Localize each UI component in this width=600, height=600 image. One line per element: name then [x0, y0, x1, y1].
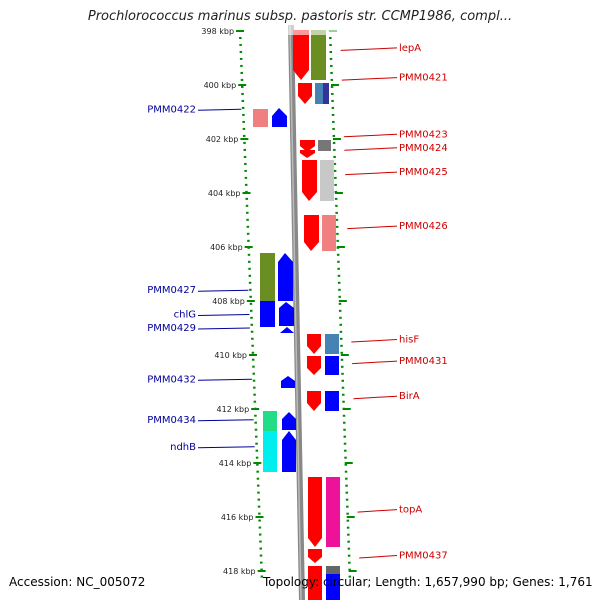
gene-arrow-forward[interactable] — [307, 356, 321, 375]
scale-tick-label: 402 kbp — [206, 135, 239, 144]
gene-label-leader — [347, 225, 398, 230]
gene-label-forward[interactable]: PMM0424 — [399, 143, 448, 154]
scale-tick-label: 400 kbp — [204, 81, 237, 90]
scale-ticks: 398 kbp 400 kbp 402 kbp 404 kbp 406 kbp 408 k… — [201, 27, 357, 576]
gene-label-leader — [357, 509, 398, 513]
gene-label-forward[interactable]: PMM0421 — [399, 73, 448, 84]
gene-label-leader — [197, 446, 255, 449]
gene-arrow-forward[interactable] — [293, 30, 309, 80]
forward-track-line — [328, 29, 352, 581]
gene-cog-block[interactable] — [326, 477, 340, 547]
gene-cog-block[interactable] — [325, 334, 339, 354]
gene-cog-block[interactable] — [308, 566, 322, 600]
scale-tick-label: 416 kbp — [221, 513, 254, 522]
gene-label-reverse[interactable]: PMM0422 — [147, 104, 196, 115]
gene-label-leader — [340, 47, 398, 51]
gene-label-forward[interactable]: BirA — [399, 391, 420, 402]
gene-cog-block[interactable] — [263, 411, 277, 431]
gene-arrow-forward[interactable] — [307, 334, 321, 354]
gene-label-leader — [352, 360, 398, 365]
gene-label-leader — [351, 339, 398, 343]
reverse-gene-labels: PMM0422 PMM0427 chlG PMM0429 PMM0432 PMM0434 n… — [147, 104, 255, 453]
top-fade — [283, 24, 338, 35]
gene-cog-block[interactable] — [325, 356, 339, 375]
gene-label-forward[interactable]: PMM0437 — [399, 551, 448, 562]
gene-label-reverse[interactable]: PMM0432 — [147, 374, 196, 385]
scale-tick-label: 410 kbp — [214, 351, 247, 360]
reverse-track-line — [238, 29, 264, 581]
gene-cog-block[interactable] — [326, 566, 340, 574]
gene-label-leader — [344, 147, 398, 151]
gene-cog-block[interactable] — [322, 215, 336, 251]
gene-label-forward[interactable]: lepA — [399, 43, 421, 54]
gene-arrow-forward[interactable] — [308, 477, 322, 547]
map-title: Prochlorococcus marinus subsp. pastoris … — [87, 9, 513, 24]
scale-tick-label: 404 kbp — [208, 189, 241, 198]
gene-label-forward[interactable]: PMM0425 — [399, 167, 448, 178]
gene-label-forward[interactable]: PMM0431 — [399, 356, 448, 367]
topology-label: Topology: circular; Length: 1,657,990 bp… — [263, 575, 593, 589]
gene-label-leader — [197, 378, 252, 381]
gene-label-leader — [197, 108, 242, 111]
gene-label-leader — [345, 171, 398, 176]
gene-arrow-forward[interactable] — [308, 549, 322, 563]
gene-label-leader — [197, 289, 249, 292]
gene-label-reverse[interactable]: ndhB — [170, 442, 196, 453]
gene-cog-block[interactable] — [260, 253, 275, 301]
gene-arrow-forward[interactable] — [300, 150, 315, 158]
chromosome-backbone — [288, 24, 305, 600]
gene-label-forward[interactable]: PMM0426 — [399, 221, 448, 232]
gene-label-reverse[interactable]: PMM0429 — [147, 323, 196, 334]
chromosome-backbone-highlight — [289, 24, 302, 600]
gene-arrow-reverse[interactable] — [278, 253, 293, 301]
gene-arrow-reverse[interactable] — [282, 431, 296, 472]
gene-arrow-reverse[interactable] — [282, 412, 296, 430]
gene-arrow-reverse[interactable] — [281, 376, 295, 388]
gene-label-leader — [197, 327, 250, 330]
gene-cog-block[interactable] — [260, 301, 275, 327]
gene-label-forward[interactable]: hisF — [399, 335, 419, 346]
gene-label-reverse[interactable]: chlG — [174, 310, 196, 321]
gene-cog-block[interactable] — [326, 574, 340, 600]
gene-label-leader — [341, 77, 398, 81]
gene-arrow-forward[interactable] — [298, 83, 312, 104]
forward-gene-labels: lepA PMM0421 PMM0423 PMM0424 PMM0425 PMM0426 h… — [340, 43, 448, 562]
gene-cog-block[interactable] — [318, 140, 331, 151]
gene-arrow-reverse[interactable] — [280, 327, 294, 333]
scale-tick-label: 414 kbp — [219, 459, 252, 468]
scale-tick-label: 412 kbp — [217, 405, 250, 414]
gene-label-reverse[interactable]: PMM0427 — [147, 285, 196, 296]
gene-arrow-forward[interactable] — [300, 140, 315, 152]
gene-cog-block[interactable] — [311, 30, 326, 80]
gene-label-reverse[interactable]: PMM0434 — [147, 415, 196, 426]
gene-cog-block[interactable] — [323, 83, 329, 104]
gene-label-forward[interactable]: PMM0423 — [399, 129, 448, 140]
gene-arrow-reverse[interactable] — [279, 302, 294, 326]
gene-label-leader — [353, 395, 398, 400]
gene-arrow-forward[interactable] — [302, 160, 317, 201]
gene-cog-block[interactable] — [320, 160, 334, 201]
scale-tick-label: 406 kbp — [210, 243, 243, 252]
gene-label-leader — [343, 133, 398, 138]
reverse-genes — [253, 108, 296, 472]
gene-label-leader — [359, 555, 398, 559]
gene-arrow-forward[interactable] — [307, 391, 321, 411]
gene-label-leader — [197, 419, 254, 422]
gene-cog-block[interactable] — [253, 109, 268, 127]
gene-cog-block[interactable] — [325, 391, 339, 411]
gene-cog-block[interactable] — [315, 83, 324, 104]
gene-label-forward[interactable]: topA — [399, 505, 422, 516]
forward-genes — [293, 30, 340, 600]
scale-tick-label: 408 kbp — [212, 297, 245, 306]
gene-arrow-forward[interactable] — [304, 215, 319, 251]
scale-tick-label: 398 kbp — [201, 27, 234, 36]
gene-arrow-reverse[interactable] — [272, 108, 287, 127]
accession-label: Accession: NC_005072 — [9, 575, 146, 589]
gene-label-leader — [197, 314, 250, 316]
scale-tick-label: 418 kbp — [223, 567, 256, 576]
gene-cog-block[interactable] — [263, 431, 277, 472]
